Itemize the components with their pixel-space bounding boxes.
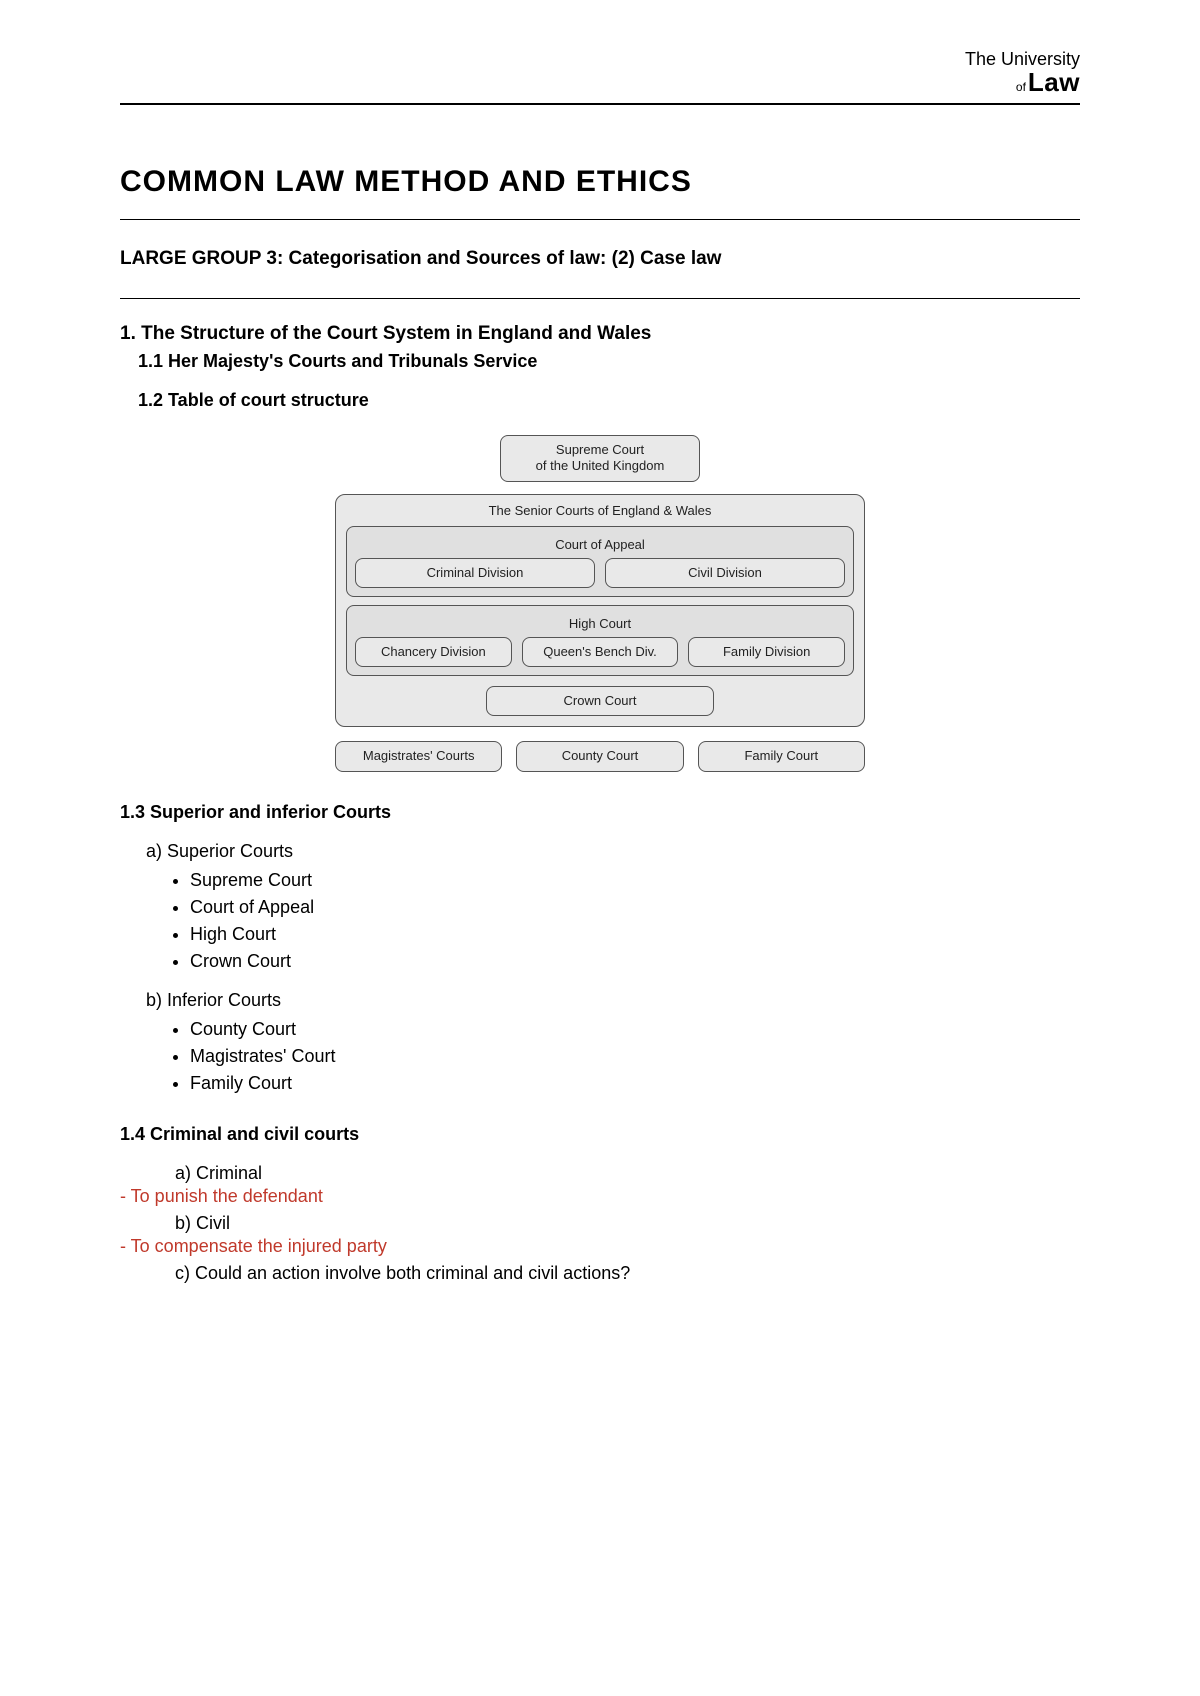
both-actions-label: c) Could an action involve both criminal… xyxy=(175,1263,1080,1284)
list-item: Supreme Court xyxy=(190,870,1080,891)
high-court-label: High Court xyxy=(355,616,845,631)
section-1-heading: 1. The Structure of the Court System in … xyxy=(120,323,1080,345)
section-1-4-heading: 1.4 Criminal and civil courts xyxy=(120,1124,1080,1145)
family-court-box: Family Court xyxy=(698,741,865,771)
list-item: Crown Court xyxy=(190,951,1080,972)
list-item: Court of Appeal xyxy=(190,897,1080,918)
chancery-box: Chancery Division xyxy=(355,637,512,667)
list-item: Magistrates' Court xyxy=(190,1046,1080,1067)
section-1-2-heading: 1.2 Table of court structure xyxy=(138,390,1080,411)
senior-courts-label: The Senior Courts of England & Wales xyxy=(346,503,854,518)
crown-court-row: Crown Court xyxy=(346,686,854,716)
superior-courts-list: Supreme Court Court of Appeal High Court… xyxy=(190,870,1080,972)
county-court-box: County Court xyxy=(516,741,683,771)
list-item: County Court xyxy=(190,1019,1080,1040)
document-page: The University of Law COMMON LAW METHOD … xyxy=(0,0,1200,1366)
page-header: The University of Law xyxy=(120,50,1080,105)
inferior-courts-list: County Court Magistrates' Court Family C… xyxy=(190,1019,1080,1094)
inferior-courts-label: b) Inferior Courts xyxy=(146,990,1080,1011)
coa-criminal-box: Criminal Division xyxy=(355,558,595,588)
court-structure-diagram: Supreme Court of the United Kingdom The … xyxy=(335,435,865,772)
high-court-container: High Court Chancery Division Queen's Ben… xyxy=(346,605,854,676)
list-item: High Court xyxy=(190,924,1080,945)
document-title: COMMON LAW METHOD AND ETHICS xyxy=(120,165,1080,199)
list-item: Family Court xyxy=(190,1073,1080,1094)
university-logo: The University of Law xyxy=(965,50,1080,95)
logo-of: of xyxy=(1016,81,1026,93)
coa-civil-box: Civil Division xyxy=(605,558,845,588)
logo-line1: The University xyxy=(965,49,1080,69)
section-1-1-heading: 1.1 Her Majesty's Courts and Tribunals S… xyxy=(138,351,1080,372)
criminal-note: - To punish the defendant xyxy=(120,1186,1080,1207)
civil-note: - To compensate the injured party xyxy=(120,1236,1080,1257)
divider xyxy=(120,219,1080,220)
logo-bold: Law xyxy=(1028,69,1080,95)
senior-courts-container: The Senior Courts of England & Wales Cou… xyxy=(335,494,865,728)
magistrates-box: Magistrates' Courts xyxy=(335,741,502,771)
supreme-court-box: Supreme Court of the United Kingdom xyxy=(500,435,700,482)
section-1-3-heading: 1.3 Superior and inferior Courts xyxy=(120,802,1080,823)
court-of-appeal-container: Court of Appeal Criminal Division Civil … xyxy=(346,526,854,597)
criminal-label: a) Criminal xyxy=(175,1163,1080,1184)
document-subtitle: LARGE GROUP 3: Categorisation and Source… xyxy=(120,248,1080,270)
divider xyxy=(120,298,1080,299)
civil-label: b) Civil xyxy=(175,1213,1080,1234)
queens-bench-box: Queen's Bench Div. xyxy=(522,637,679,667)
crown-court-box: Crown Court xyxy=(486,686,715,716)
coa-label: Court of Appeal xyxy=(355,537,845,552)
lower-courts-row: Magistrates' Courts County Court Family … xyxy=(335,741,865,771)
family-division-box: Family Division xyxy=(688,637,845,667)
superior-courts-label: a) Superior Courts xyxy=(146,841,1080,862)
